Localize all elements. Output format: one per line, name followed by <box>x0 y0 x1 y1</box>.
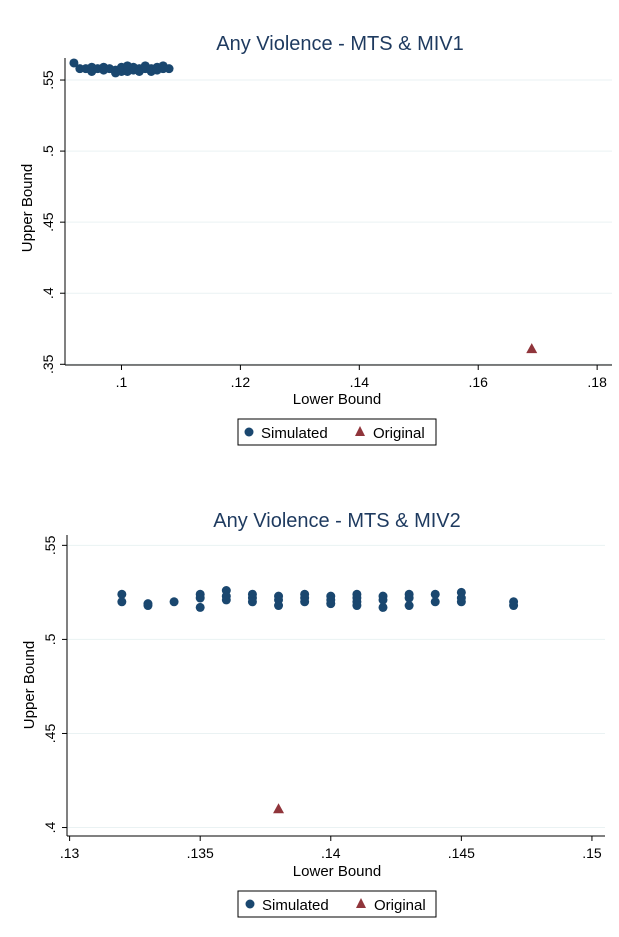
chart-2-simulated-point <box>143 601 153 611</box>
chart-2-simulated-point <box>300 597 310 607</box>
chart-2-simulated-point <box>378 595 388 605</box>
chart-1-markers <box>69 58 538 354</box>
chart-2-simulated-point <box>274 601 284 611</box>
chart-2-y-tick-label: .45 <box>42 724 58 744</box>
chart-2-simulated-point <box>509 601 519 611</box>
chart-2-x-tick-label: .13 <box>60 845 80 861</box>
chart-2-title: Any Violence - MTS & MIV2 <box>213 510 461 532</box>
chart-1: Any Violence - MTS & MIV1 .35.4.45.5.55 … <box>19 33 612 446</box>
chart-2-x-tick-label: .145 <box>448 845 475 861</box>
chart-2-simulated-point <box>169 597 179 607</box>
chart-2-simulated-point <box>117 589 127 599</box>
chart-2-y-tick-label: .5 <box>42 633 58 645</box>
chart-2-legend-original-marker <box>356 898 366 908</box>
chart-2-gridlines <box>67 544 605 829</box>
chart-2-simulated-point <box>378 602 388 612</box>
chart-2-simulated-point <box>404 593 414 603</box>
chart-1-title: Any Violence - MTS & MIV1 <box>216 33 464 55</box>
chart-2-legend-box <box>237 890 437 918</box>
chart-1-legend: Simulated Original <box>237 418 437 446</box>
chart-2-original-point <box>273 803 285 814</box>
chart-1-x-tick-label: .12 <box>231 374 251 390</box>
chart-1-legend-original-label: Original <box>373 425 425 442</box>
chart-2-simulated-point <box>352 601 362 611</box>
chart-2-simulated-point <box>404 601 414 611</box>
chart-1-x-tick-label: .14 <box>350 374 370 390</box>
chart-2-x-tick-label: .14 <box>321 845 341 861</box>
chart-1-simulated-point <box>164 64 174 74</box>
chart-1-y-tick-label: .55 <box>40 70 56 90</box>
chart-2-legend-simulated-label: Simulated <box>262 897 329 914</box>
chart-1-legend-simulated-marker <box>244 427 254 437</box>
chart-2-simulated-point <box>247 597 257 607</box>
chart-2-simulated-point <box>456 597 466 607</box>
chart-2-simulated-point <box>195 593 205 603</box>
chart-1-legend-simulated-label: Simulated <box>261 425 328 442</box>
chart-2-simulated-point <box>326 599 336 609</box>
chart-1-y-label: Upper Bound <box>19 164 36 252</box>
chart-2-legend-original-label: Original <box>374 897 426 914</box>
chart-2-simulated-point <box>117 597 127 607</box>
chart-2-x-tick-label: .15 <box>582 845 602 861</box>
chart-2: Any Violence - MTS & MIV2 .4 .45 .5 .55 .13… <box>21 510 605 918</box>
chart-1-legend-original-marker <box>355 426 365 436</box>
chart-2-y-label: Upper Bound <box>21 641 38 729</box>
chart-1-y-axis: .35 .4 .45 .5 .55 <box>40 58 66 374</box>
chart-2-markers <box>117 585 519 814</box>
chart-2-y-tick-label: .55 <box>42 535 58 555</box>
chart-2-simulated-point <box>195 602 205 612</box>
chart-2-legend: Simulated Original <box>237 890 437 918</box>
chart-1-x-label: Lower Bound <box>293 391 381 408</box>
chart-1-original-point <box>526 343 538 354</box>
chart-1-legend-box <box>237 418 437 446</box>
chart-1-x-axis: .1 .12 .14 .16 .18 <box>65 364 612 390</box>
chart-1-simulated-point <box>69 58 79 68</box>
chart-1-x-tick-label: .16 <box>468 374 488 390</box>
chart-1-x-tick-label: .18 <box>587 374 607 390</box>
chart-2-y-axis: .4 .45 .5 .55 <box>42 535 68 836</box>
chart-2-y-tick-label: .4 <box>42 821 58 833</box>
chart-1-y-tick-label: .4 <box>40 287 56 299</box>
chart-2-legend-simulated-marker <box>245 899 255 909</box>
chart-1-x-tick-label: .1 <box>116 374 128 390</box>
chart-2-simulated-point <box>221 595 231 605</box>
chart-2-x-label: Lower Bound <box>293 863 381 880</box>
chart-1-y-tick-label: .45 <box>40 212 56 232</box>
chart-1-gridlines <box>65 79 612 365</box>
chart-2-x-tick-label: .135 <box>187 845 214 861</box>
chart-1-y-tick-label: .35 <box>40 354 56 374</box>
chart-2-simulated-point <box>430 589 440 599</box>
chart-2-x-axis: .13 .135 .14 .145 .15 <box>60 835 605 861</box>
chart-1-y-tick-label: .5 <box>40 145 56 157</box>
chart-2-simulated-point <box>430 597 440 607</box>
